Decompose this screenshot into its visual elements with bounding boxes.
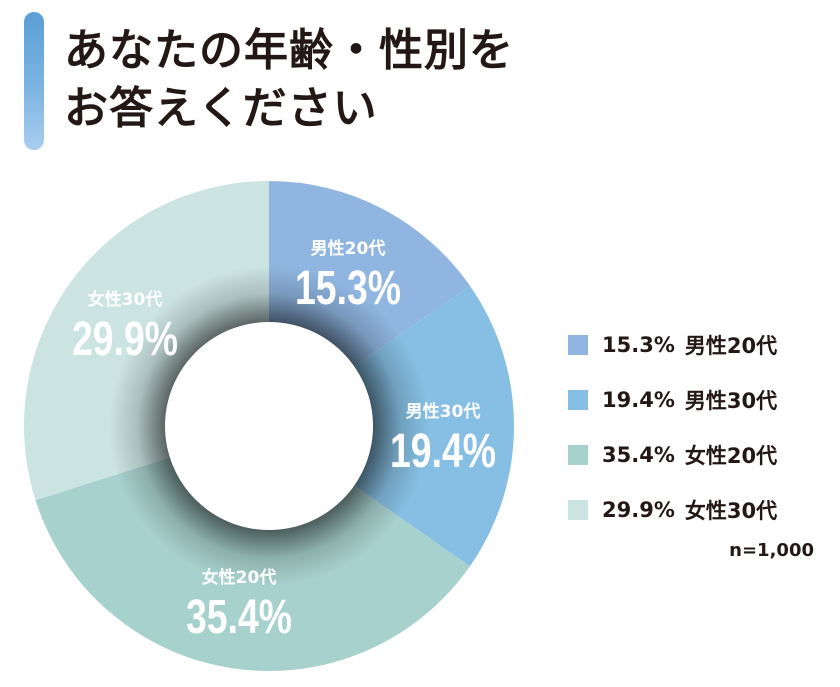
- slice-label-4: 女性30代: [88, 289, 163, 310]
- legend-value-3: 35.4%: [602, 443, 675, 467]
- slice-label-2: 男性30代: [406, 401, 481, 422]
- legend-item-2: 19.4% 男性30代: [568, 387, 777, 413]
- slice-label-3: 女性20代: [202, 567, 277, 588]
- legend-value-1: 15.3%: [602, 333, 675, 357]
- legend-label-3: 女性20代: [684, 444, 778, 468]
- legend-label-2: 男性30代: [684, 389, 778, 413]
- sample-size: n=1,000: [729, 540, 814, 561]
- title-accent-bar: [24, 12, 44, 150]
- donut-labels: 男性20代 15.3% 男性30代 19.4% 女性20代 35.4% 女性30代 29.9%: [72, 238, 496, 644]
- legend-value-2: 19.4%: [602, 388, 675, 412]
- slice-value-4: 29.9%: [72, 313, 178, 366]
- legend-swatch-3: [568, 445, 588, 465]
- legend-label-4: 女性30代: [684, 499, 778, 523]
- chart-title-line-2: お答えください: [64, 83, 378, 134]
- chart-title-line-1: あなたの年齢・性別を: [64, 25, 514, 76]
- legend-item-1: 15.3% 男性20代: [568, 332, 777, 358]
- legend-item-4: 29.9% 女性30代: [568, 497, 777, 523]
- legend-swatch-4: [568, 500, 588, 520]
- chart-title: あなたの年齢・性別を お答えください: [64, 22, 514, 138]
- legend: 15.3% 男性20代 19.4% 男性30代 35.4% 女性20代 29.9% 女性30代: [568, 332, 777, 552]
- legend-swatch-2: [568, 390, 588, 410]
- slice-value-3: 35.4%: [186, 591, 292, 644]
- slice-value-1: 15.3%: [295, 262, 401, 315]
- legend-item-3: 35.4% 女性20代: [568, 442, 777, 468]
- legend-value-4: 29.9%: [602, 498, 675, 522]
- legend-swatch-1: [568, 335, 588, 355]
- donut-hole: [165, 322, 373, 530]
- slice-label-1: 男性20代: [311, 238, 386, 259]
- legend-label-1: 男性20代: [684, 334, 778, 358]
- slice-value-2: 19.4%: [390, 425, 496, 478]
